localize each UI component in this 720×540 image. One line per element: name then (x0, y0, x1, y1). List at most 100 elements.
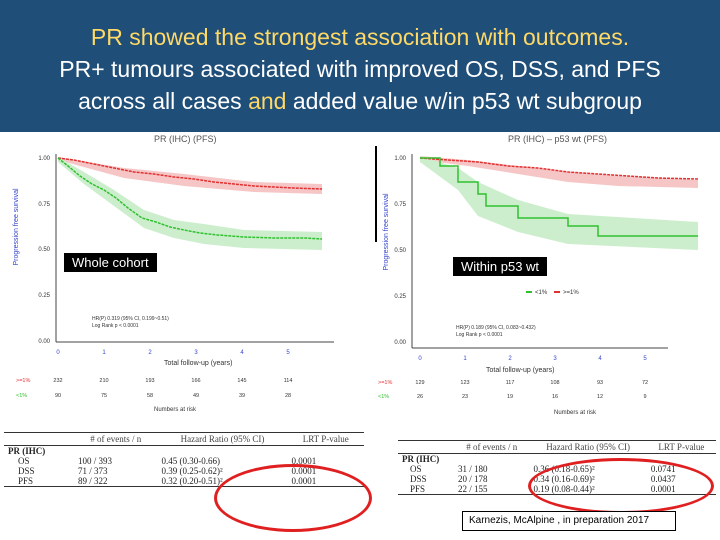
table-group-row: PR (IHC) (398, 454, 716, 465)
title-banner: PR showed the strongest association with… (0, 0, 720, 132)
risk-value: 19 (507, 394, 513, 400)
pos-confidence-band (58, 157, 322, 194)
events-cell: 22 / 155 (454, 484, 530, 495)
risk-value: 49 (193, 393, 199, 399)
x-tick-label: 5 (286, 350, 290, 356)
y-tick-labels: 1.00 0.75 0.50 0.25 0.00 (38, 156, 50, 345)
pos-survival-curve (419, 157, 699, 180)
x-tick-label: 4 (240, 350, 244, 356)
right-hr-highlight-oval (528, 458, 714, 514)
y-tick-label: 0.00 (394, 340, 406, 346)
km-xlabel: Total follow-up (years) (164, 360, 232, 367)
events-cell: 100 / 393 (78, 456, 113, 466)
km-plot-p53-wt: PR (IHC) – p53 wt (PFS) Progression free… (375, 134, 699, 416)
x-tick-label: 1 (463, 356, 467, 362)
x-tick-label: 3 (194, 350, 198, 356)
table-group-row: PR (IHC) (4, 446, 364, 457)
p-header: LRT P-value (646, 440, 716, 454)
y-tick-label: 1.00 (38, 156, 50, 162)
risk-value: 58 (147, 393, 153, 399)
log-rank-text: Log Rank p < 0.0001 (456, 332, 503, 338)
banner-line-3-end: added value w/in p53 wt subgroup (286, 88, 642, 114)
banner-line-2: PR+ tumours associated with improved OS,… (59, 56, 661, 82)
x-tick-label: 3 (553, 356, 557, 362)
row-label: DSS (410, 474, 427, 484)
group-label: PR (IHC) (402, 454, 440, 464)
numbers-at-risk-label: Numbers at risk (554, 410, 597, 416)
risk-value: 93 (597, 380, 603, 386)
risk-value: 123 (460, 380, 469, 386)
risk-value: 23 (462, 394, 468, 400)
risk-value: 193 (145, 378, 154, 384)
row-label: PFS (398, 484, 454, 495)
risk-value: 9 (643, 394, 646, 400)
y-tick-label: 0.75 (394, 202, 406, 208)
risk-row-label: <1% (16, 393, 27, 399)
x-tick-label: 0 (418, 356, 422, 362)
km-title: PR (IHC) – p53 wt (PFS) (508, 134, 607, 144)
whole-cohort-label: Whole cohort (63, 252, 158, 273)
y-tick-label: 0.75 (38, 202, 50, 208)
risk-value: 39 (239, 393, 245, 399)
risk-value: 16 (552, 394, 558, 400)
events-cell: 31 / 180 (458, 464, 488, 474)
legend-neg-label: <1% (535, 290, 548, 296)
row-label: DSS (18, 466, 35, 476)
x-tick-label: 2 (508, 356, 512, 362)
y-tick-label: 0.00 (38, 339, 50, 345)
km-ylabel: Progression free survival (13, 188, 20, 265)
citation-box: Karnezis, McAlpine , in preparation 2017 (462, 511, 676, 531)
hazard-ratio-text: HR(P) 0.189 (95% CI, 0.083~0.432) (456, 325, 536, 331)
x-tick-label: 1 (102, 350, 106, 356)
x-tick-label: 4 (598, 356, 602, 362)
risk-value: 117 (506, 380, 515, 386)
risk-row-label: >=1% (378, 380, 392, 386)
events-header: # of events / n (74, 432, 158, 446)
risk-value: 72 (642, 380, 648, 386)
p-header: LRT P-value (287, 432, 364, 446)
x-tick-label: 0 (56, 350, 60, 356)
risk-value: 166 (191, 378, 200, 384)
y-tick-label: 0.50 (38, 247, 50, 253)
p53-wt-label: Within p53 wt (452, 256, 549, 277)
table-corner (398, 440, 454, 454)
neg-survival-curve (57, 157, 323, 240)
table-row: OS 100 / 393 0.45 (0.30-0.66) 0.0001 (4, 456, 364, 466)
risk-row-label: <1% (378, 394, 389, 400)
km-plot-whole-cohort: PR (IHC) (PFS) Progression free survival… (13, 134, 334, 413)
hr-header: Hazard Ratio (95% CI) (529, 440, 647, 454)
row-label: OS (18, 456, 30, 466)
y-tick-label: 0.25 (394, 294, 406, 300)
row-label: OS (410, 464, 422, 474)
banner-line-1: PR showed the strongest association with… (90, 24, 630, 50)
log-rank-text: Log Rank p < 0.0001 (92, 323, 139, 329)
group-label: PR (IHC) (8, 446, 46, 456)
km-title: PR (IHC) (PFS) (154, 134, 217, 144)
y-tick-label: 1.00 (394, 156, 406, 162)
x-tick-labels: 0 1 2 3 4 5 (56, 350, 290, 356)
x-tick-label: 5 (643, 356, 647, 362)
risk-value: 232 (53, 378, 62, 384)
risk-value: 114 (284, 378, 293, 384)
risk-value: 108 (550, 380, 559, 386)
events-header: # of events / n (454, 440, 530, 454)
km-panel-whole-cohort: PR (IHC) (PFS) Progression free survival… (4, 132, 364, 416)
risk-value: 210 (99, 378, 108, 384)
risk-value: 129 (415, 380, 424, 386)
risk-value: 12 (597, 394, 603, 400)
risk-value: 26 (417, 394, 423, 400)
hr-cell: 0.39 (0.25-0.62)² (161, 466, 223, 476)
hazard-ratio-text: HR(P) 0.319 (95% CI, 0.199~0.51) (92, 316, 169, 322)
banner-highlight-and: and (248, 88, 287, 114)
x-tick-labels: 0 1 2 3 4 5 (418, 356, 647, 362)
pos-survival-curve (57, 157, 323, 190)
banner-line-3-start: across all cases (78, 88, 249, 114)
neg-survival-curve (420, 157, 698, 237)
hr-header: Hazard Ratio (95% CI) (157, 432, 288, 446)
risk-table: >=1% 129 123 117 108 93 72 <1% 26 23 19 … (378, 380, 648, 416)
x-tick-label: 2 (148, 350, 152, 356)
y-tick-label: 0.25 (38, 293, 50, 299)
table-corner (4, 432, 74, 446)
km-panel-p53-wt: PR (IHC) – p53 wt (PFS) Progression free… (368, 132, 720, 422)
risk-table: >=1% 232 210 193 166 145 114 <1% 90 75 5… (16, 378, 292, 413)
